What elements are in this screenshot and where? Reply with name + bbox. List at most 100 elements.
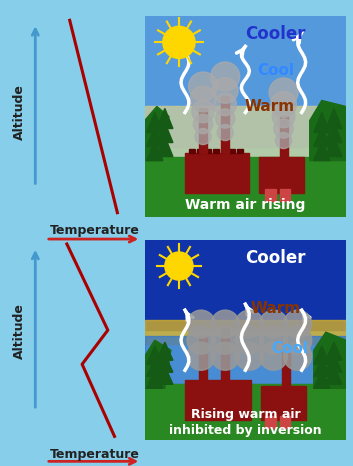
Circle shape <box>283 310 312 338</box>
Polygon shape <box>314 370 330 388</box>
Circle shape <box>272 105 295 128</box>
Bar <box>205 149 211 152</box>
Polygon shape <box>326 123 342 143</box>
Polygon shape <box>157 137 173 157</box>
Text: Altitude: Altitude <box>13 303 26 359</box>
Circle shape <box>274 119 293 138</box>
Bar <box>280 189 289 201</box>
Circle shape <box>187 310 215 338</box>
Polygon shape <box>145 107 169 161</box>
Polygon shape <box>314 346 330 364</box>
Bar <box>145 16 346 116</box>
Circle shape <box>213 78 238 103</box>
Polygon shape <box>145 340 171 388</box>
Circle shape <box>235 342 263 370</box>
Text: Warm: Warm <box>251 301 300 315</box>
Polygon shape <box>326 109 342 129</box>
Polygon shape <box>314 358 330 376</box>
Circle shape <box>211 310 239 338</box>
Text: Temperature: Temperature <box>50 224 140 237</box>
Text: Cool: Cool <box>271 341 308 356</box>
Text: Temperature: Temperature <box>50 448 140 461</box>
Circle shape <box>283 342 312 370</box>
Bar <box>262 386 306 420</box>
Bar <box>145 157 346 217</box>
Circle shape <box>217 124 233 141</box>
Circle shape <box>275 132 292 149</box>
Circle shape <box>189 72 217 101</box>
Bar <box>213 149 219 152</box>
Polygon shape <box>157 109 173 129</box>
Bar <box>199 109 207 152</box>
Circle shape <box>163 26 195 58</box>
Polygon shape <box>326 137 342 157</box>
Text: Warm: Warm <box>244 99 294 114</box>
Polygon shape <box>314 126 330 146</box>
Circle shape <box>216 109 235 128</box>
Polygon shape <box>147 141 163 161</box>
Polygon shape <box>147 358 163 376</box>
Polygon shape <box>314 112 330 132</box>
Bar <box>229 149 235 152</box>
Circle shape <box>235 326 263 354</box>
Text: Cooler: Cooler <box>245 25 306 43</box>
Circle shape <box>259 342 288 370</box>
Bar <box>280 116 288 157</box>
Bar <box>221 149 227 152</box>
Circle shape <box>195 129 211 144</box>
Polygon shape <box>310 101 346 161</box>
Polygon shape <box>147 346 163 364</box>
Bar <box>145 336 346 384</box>
Bar <box>189 149 195 152</box>
Circle shape <box>235 310 263 338</box>
Bar <box>145 384 346 440</box>
Bar <box>185 380 251 420</box>
Bar <box>282 348 289 386</box>
Circle shape <box>269 78 298 107</box>
Polygon shape <box>157 366 173 384</box>
Circle shape <box>187 326 215 354</box>
Polygon shape <box>147 370 163 388</box>
Polygon shape <box>326 342 342 360</box>
Circle shape <box>211 326 239 354</box>
Polygon shape <box>157 123 173 143</box>
Polygon shape <box>147 112 163 132</box>
Polygon shape <box>314 332 346 388</box>
Text: Rising warm air
inhibited by inversion: Rising warm air inhibited by inversion <box>169 408 322 437</box>
Text: Altitude: Altitude <box>13 84 26 140</box>
Circle shape <box>271 92 297 117</box>
Bar <box>145 107 346 146</box>
Polygon shape <box>326 366 342 384</box>
Bar <box>185 152 249 192</box>
Polygon shape <box>314 141 330 161</box>
Bar <box>265 416 276 428</box>
Text: Cooler: Cooler <box>245 249 306 267</box>
Bar <box>199 336 207 380</box>
Text: Cool: Cool <box>257 63 294 78</box>
Bar <box>237 149 243 152</box>
Bar <box>197 149 203 152</box>
Text: Warm air rising: Warm air rising <box>185 198 306 212</box>
Circle shape <box>283 326 312 354</box>
Circle shape <box>211 342 239 370</box>
Bar <box>145 240 346 330</box>
Bar <box>145 320 346 344</box>
Bar <box>221 328 229 380</box>
Circle shape <box>214 93 237 116</box>
Bar <box>259 157 304 192</box>
Circle shape <box>165 252 193 280</box>
Bar <box>265 189 276 201</box>
Circle shape <box>211 62 240 91</box>
Circle shape <box>192 100 214 123</box>
Polygon shape <box>157 342 173 360</box>
Bar <box>221 96 229 152</box>
Polygon shape <box>157 354 173 372</box>
Circle shape <box>259 326 288 354</box>
Bar <box>280 416 289 428</box>
Circle shape <box>187 342 215 370</box>
Circle shape <box>190 86 216 112</box>
Polygon shape <box>326 354 342 372</box>
Circle shape <box>259 310 288 338</box>
Bar <box>145 106 346 157</box>
Circle shape <box>193 114 213 134</box>
